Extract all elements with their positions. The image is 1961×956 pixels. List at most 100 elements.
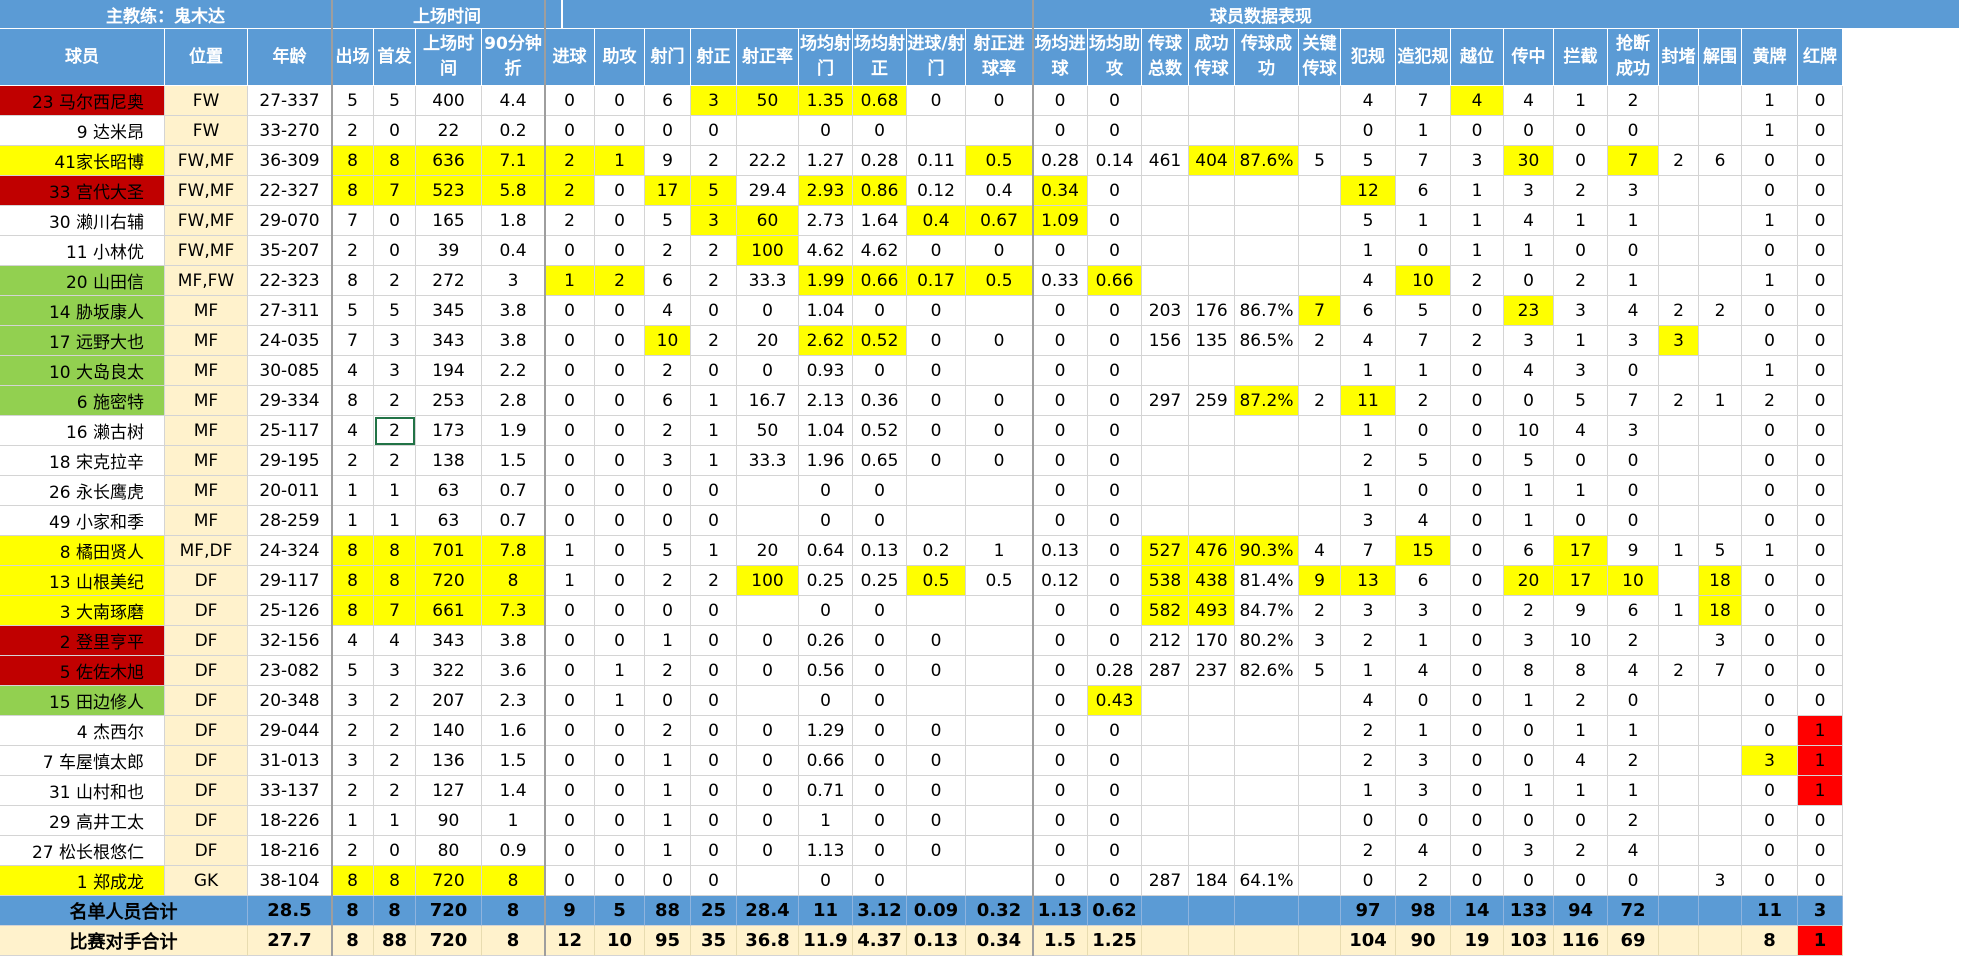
stat-cell[interactable]: 17 bbox=[1554, 536, 1608, 566]
stat-cell[interactable]: 23-082 bbox=[248, 656, 332, 686]
stat-cell[interactable]: 8 bbox=[332, 596, 374, 626]
stat-cell[interactable] bbox=[1235, 86, 1299, 116]
stat-cell[interactable]: 0 bbox=[907, 746, 966, 776]
stat-cell[interactable]: 4.62 bbox=[853, 236, 907, 266]
stat-cell[interactable]: 0.86 bbox=[853, 176, 907, 206]
stat-cell[interactable]: 6 bbox=[1608, 596, 1659, 626]
stat-cell[interactable]: 1 bbox=[1742, 206, 1798, 236]
stat-cell[interactable]: 1 bbox=[374, 506, 416, 536]
stat-cell[interactable]: 0 bbox=[1341, 806, 1396, 836]
stat-cell[interactable]: 0 bbox=[799, 866, 853, 896]
stat-cell[interactable]: 4 bbox=[332, 416, 374, 446]
stat-cell[interactable]: 1 bbox=[645, 836, 691, 866]
stat-cell[interactable]: 29-070 bbox=[248, 206, 332, 236]
stat-cell[interactable]: 38-104 bbox=[248, 866, 332, 896]
stat-cell[interactable]: 5 bbox=[374, 86, 416, 116]
stat-cell[interactable]: 0 bbox=[1798, 806, 1843, 836]
player-name-cell[interactable]: 10 大岛良太 bbox=[0, 356, 165, 386]
stat-cell[interactable]: 18-226 bbox=[248, 806, 332, 836]
stat-cell[interactable]: 0 bbox=[545, 416, 595, 446]
summary-cell[interactable] bbox=[1659, 926, 1699, 956]
stat-cell[interactable]: 0 bbox=[545, 836, 595, 866]
stat-cell[interactable]: 0 bbox=[374, 206, 416, 236]
stat-cell[interactable] bbox=[1659, 176, 1699, 206]
stat-cell[interactable]: 0 bbox=[1798, 536, 1843, 566]
stat-cell[interactable]: 1.96 bbox=[799, 446, 853, 476]
stat-cell[interactable]: 0 bbox=[545, 866, 595, 896]
stat-cell[interactable]: 1 bbox=[374, 806, 416, 836]
stat-cell[interactable]: 0.5 bbox=[907, 566, 966, 596]
stat-cell[interactable]: 0 bbox=[1033, 776, 1088, 806]
stat-cell[interactable]: 90 bbox=[416, 806, 482, 836]
stat-cell[interactable]: 0 bbox=[1798, 146, 1843, 176]
stat-cell[interactable]: 0 bbox=[1451, 746, 1504, 776]
stat-cell[interactable]: 0 bbox=[1451, 566, 1504, 596]
stat-cell[interactable]: 0 bbox=[1088, 566, 1142, 596]
stat-cell[interactable]: 2 bbox=[545, 146, 595, 176]
stat-cell[interactable]: 2 bbox=[1341, 746, 1396, 776]
column-header[interactable]: 场均射正 bbox=[853, 29, 907, 86]
stat-cell[interactable]: 0 bbox=[645, 476, 691, 506]
stat-cell[interactable]: 4 bbox=[1396, 836, 1451, 866]
stat-cell[interactable]: 7 bbox=[1396, 326, 1451, 356]
stat-cell[interactable]: 1 bbox=[1341, 656, 1396, 686]
stat-cell[interactable]: 0 bbox=[1088, 596, 1142, 626]
stat-cell[interactable]: 18 bbox=[1699, 596, 1742, 626]
position-cell[interactable]: DF bbox=[165, 686, 248, 716]
stat-cell[interactable]: 5 bbox=[645, 536, 691, 566]
stat-cell[interactable]: 0 bbox=[1554, 806, 1608, 836]
stat-cell[interactable]: 0.5 bbox=[966, 146, 1033, 176]
stat-cell[interactable] bbox=[1699, 356, 1742, 386]
stat-cell[interactable]: 0 bbox=[545, 86, 595, 116]
stat-cell[interactable]: 0 bbox=[737, 776, 799, 806]
stat-cell[interactable]: 0 bbox=[691, 296, 737, 326]
stat-cell[interactable]: 287 bbox=[1142, 656, 1189, 686]
stat-cell[interactable]: 0.64 bbox=[799, 536, 853, 566]
summary-cell[interactable]: 3.12 bbox=[853, 896, 907, 926]
stat-cell[interactable]: 0 bbox=[1798, 836, 1843, 866]
stat-cell[interactable]: 1.04 bbox=[799, 296, 853, 326]
position-cell[interactable]: MF bbox=[165, 356, 248, 386]
stat-cell[interactable] bbox=[737, 686, 799, 716]
stat-cell[interactable] bbox=[1142, 836, 1189, 866]
stat-cell[interactable]: 3 bbox=[1608, 176, 1659, 206]
stat-cell[interactable]: 0.5 bbox=[966, 266, 1033, 296]
column-header[interactable]: 场均助攻 bbox=[1088, 29, 1142, 86]
stat-cell[interactable]: 0 bbox=[1033, 116, 1088, 146]
position-cell[interactable]: MF bbox=[165, 296, 248, 326]
stat-cell[interactable]: 33.3 bbox=[737, 266, 799, 296]
stat-cell[interactable]: 0 bbox=[691, 506, 737, 536]
stat-cell[interactable]: 3 bbox=[482, 266, 545, 296]
summary-cell[interactable]: 88 bbox=[374, 926, 416, 956]
stat-cell[interactable]: 0 bbox=[853, 596, 907, 626]
stat-cell[interactable]: 0 bbox=[1033, 686, 1088, 716]
stat-cell[interactable]: 0 bbox=[1088, 176, 1142, 206]
stat-cell[interactable]: 0 bbox=[1088, 836, 1142, 866]
stat-cell[interactable]: 0.66 bbox=[853, 266, 907, 296]
stat-cell[interactable] bbox=[1659, 476, 1699, 506]
stat-cell[interactable] bbox=[1189, 86, 1235, 116]
stat-cell[interactable] bbox=[1659, 686, 1699, 716]
stat-cell[interactable] bbox=[737, 116, 799, 146]
stat-cell[interactable] bbox=[966, 476, 1033, 506]
stat-cell[interactable] bbox=[1189, 746, 1235, 776]
stat-cell[interactable]: 1 bbox=[1396, 716, 1451, 746]
stat-cell[interactable] bbox=[1235, 476, 1299, 506]
stat-cell[interactable]: 0 bbox=[691, 806, 737, 836]
stat-cell[interactable]: 6 bbox=[1504, 536, 1554, 566]
stat-cell[interactable]: 5 bbox=[691, 176, 737, 206]
stat-cell[interactable]: 7 bbox=[1608, 386, 1659, 416]
stat-cell[interactable] bbox=[1299, 686, 1341, 716]
stat-cell[interactable]: 33.3 bbox=[737, 446, 799, 476]
stat-cell[interactable] bbox=[1699, 446, 1742, 476]
stat-cell[interactable]: 1 bbox=[545, 536, 595, 566]
stat-cell[interactable]: 0 bbox=[1033, 356, 1088, 386]
summary-cell[interactable]: 11.9 bbox=[799, 926, 853, 956]
stat-cell[interactable]: 4 bbox=[645, 296, 691, 326]
summary-cell[interactable] bbox=[1142, 896, 1189, 926]
stat-cell[interactable]: 0 bbox=[1742, 566, 1798, 596]
stat-cell[interactable]: 1 bbox=[1396, 206, 1451, 236]
summary-cell[interactable] bbox=[1699, 896, 1742, 926]
stat-cell[interactable]: 0.33 bbox=[1033, 266, 1088, 296]
stat-cell[interactable] bbox=[1189, 476, 1235, 506]
